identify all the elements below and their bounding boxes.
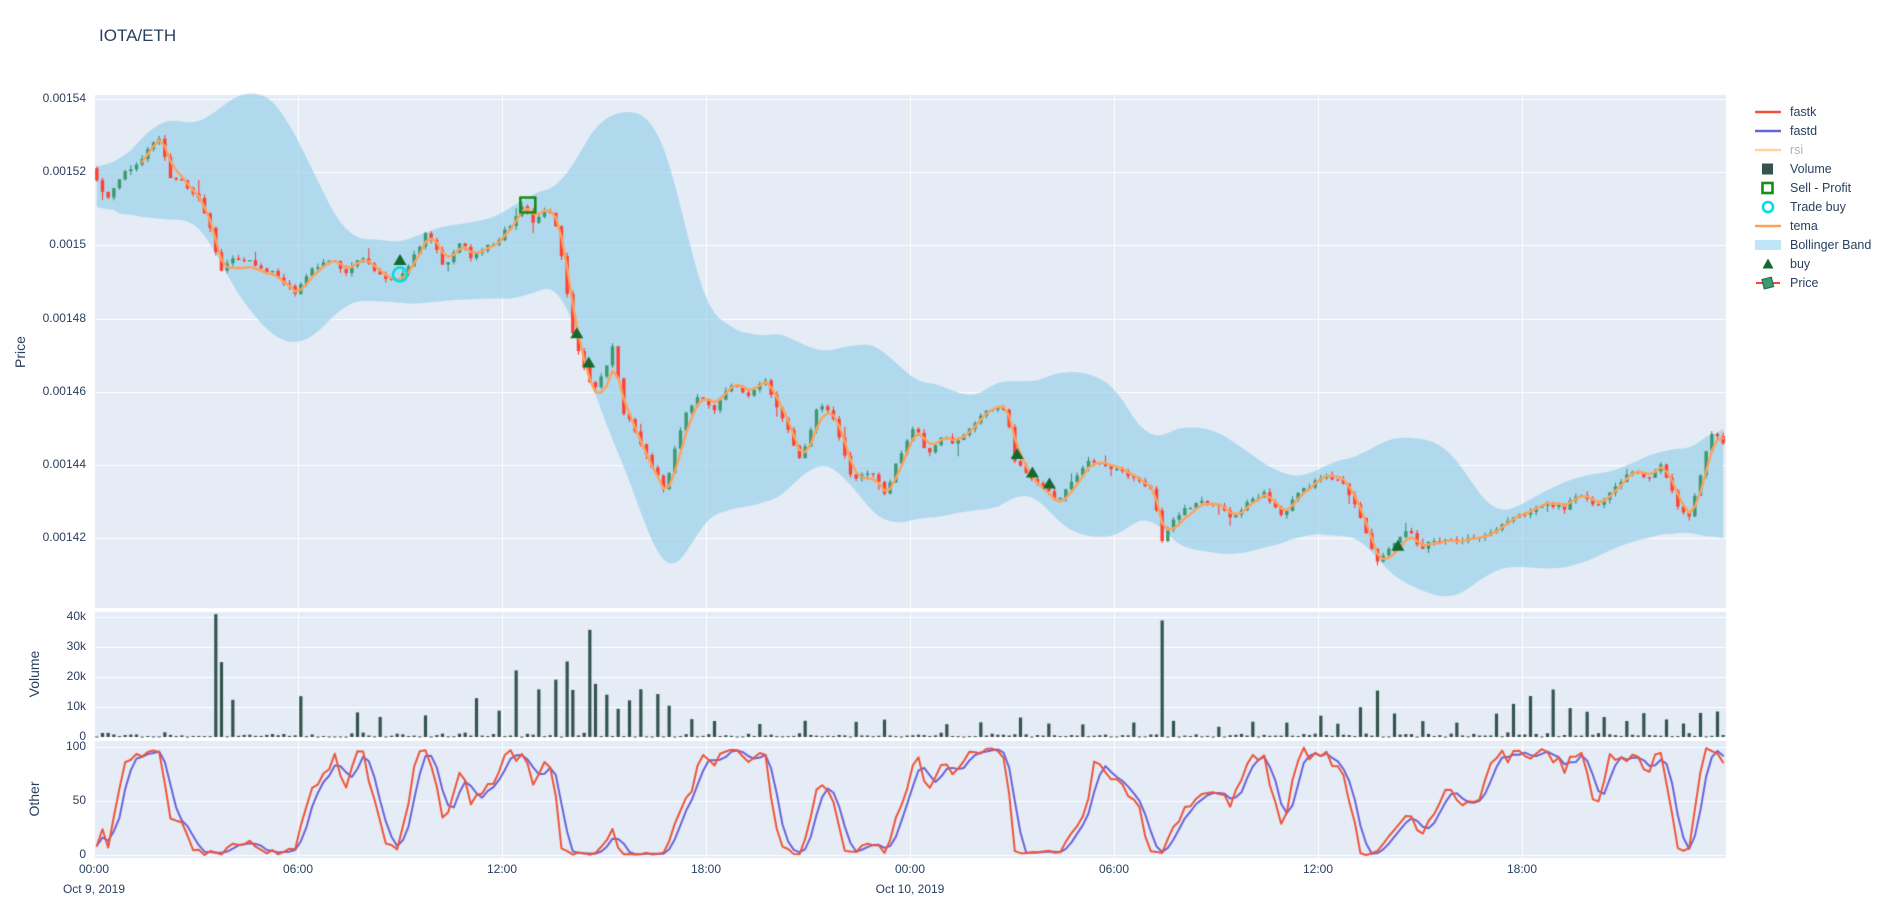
- fastk-legend-swatch-icon: [1755, 110, 1781, 113]
- legend-item-label: Bollinger Band: [1790, 237, 1872, 252]
- legend-item-label: Price: [1790, 275, 1819, 290]
- legend-item-price[interactable]: Price: [1753, 273, 1871, 292]
- legend-item-trade-buy[interactable]: Trade buy: [1753, 197, 1871, 216]
- legend-item-buy[interactable]: buy: [1753, 254, 1871, 273]
- legend-item-fastk[interactable]: fastk: [1753, 102, 1871, 121]
- fastd-legend-swatch-icon: [1755, 129, 1781, 132]
- legend-item-label: tema: [1790, 218, 1818, 233]
- legend-item-volume[interactable]: Volume: [1753, 159, 1871, 178]
- tema-legend-swatch-icon: [1755, 224, 1781, 227]
- legend-item-label: rsi: [1790, 142, 1804, 157]
- legend-item-label: Sell - Profit: [1790, 180, 1852, 195]
- legend-item-tema[interactable]: tema: [1753, 216, 1871, 235]
- bollinger-legend-swatch-icon: [1755, 239, 1781, 250]
- legend-item-label: fastd: [1790, 123, 1818, 138]
- legend-item-bollinger[interactable]: Bollinger Band: [1753, 235, 1871, 254]
- trade-buy-legend-swatch-icon: [1761, 200, 1775, 213]
- legend-item-rsi[interactable]: rsi: [1753, 140, 1871, 159]
- sell-profit-legend-swatch-icon: [1761, 181, 1774, 194]
- legend-item-fastd[interactable]: fastd: [1753, 121, 1871, 140]
- legend-item-label: fastk: [1790, 104, 1817, 119]
- volume-legend-swatch-icon: [1762, 163, 1773, 174]
- legend-item-label: Trade buy: [1790, 199, 1846, 214]
- buy-legend-swatch-icon: [1762, 258, 1774, 268]
- legend: fastk fastd rsi Volume Sell - Profit Trade bu…: [1753, 102, 1871, 292]
- legend-item-label: Volume: [1790, 161, 1832, 176]
- price-legend-swatch-icon: [1756, 276, 1780, 290]
- legend-item-sell-profit[interactable]: Sell - Profit: [1753, 178, 1871, 197]
- legend-item-label: buy: [1790, 256, 1811, 271]
- rsi-legend-swatch-icon: [1755, 148, 1781, 151]
